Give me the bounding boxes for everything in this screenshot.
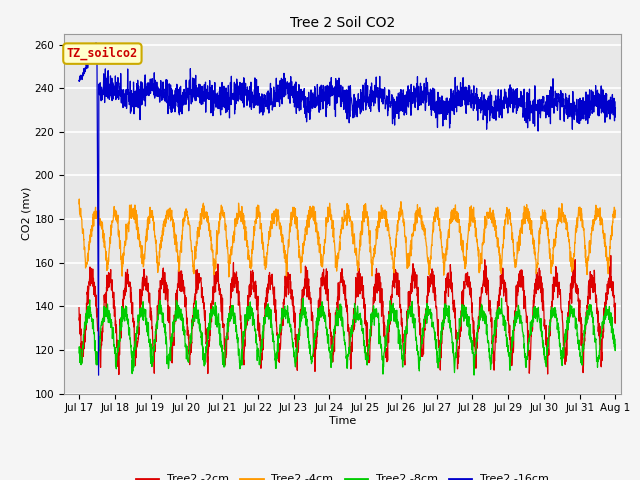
Y-axis label: CO2 (mv): CO2 (mv)	[22, 187, 32, 240]
Legend: Tree2 -2cm, Tree2 -4cm, Tree2 -8cm, Tree2 -16cm: Tree2 -2cm, Tree2 -4cm, Tree2 -8cm, Tree…	[132, 470, 553, 480]
Text: TZ_soilco2: TZ_soilco2	[67, 47, 138, 60]
Title: Tree 2 Soil CO2: Tree 2 Soil CO2	[290, 16, 395, 30]
X-axis label: Time: Time	[329, 416, 356, 426]
